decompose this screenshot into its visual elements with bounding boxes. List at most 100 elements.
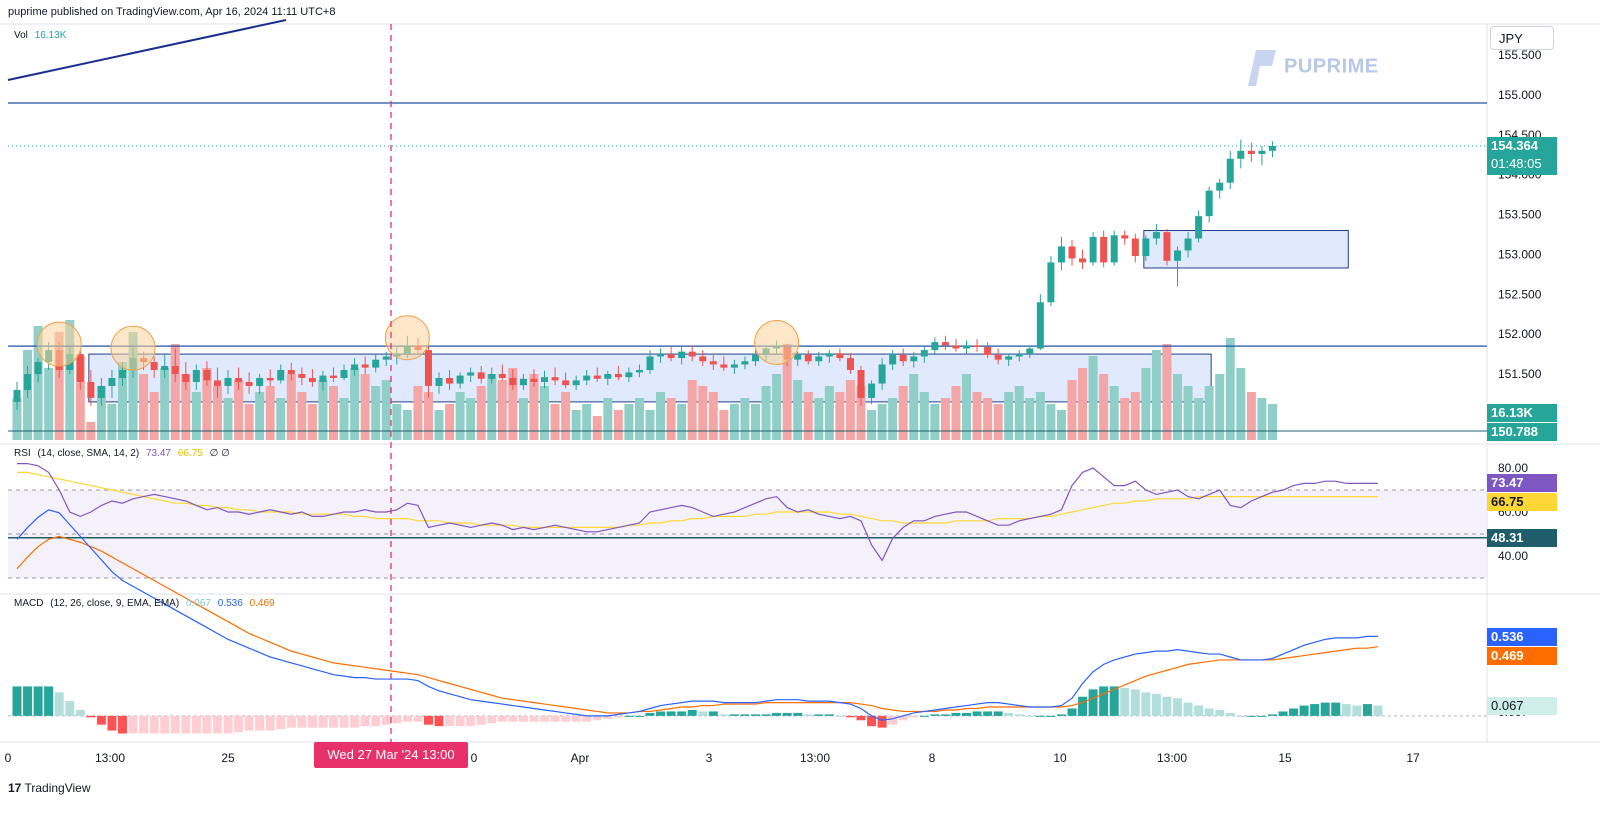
rsi-cross-tag: 48.31 [1487, 529, 1557, 547]
candle-body [530, 378, 538, 382]
macd-histogram-bar [255, 715, 265, 731]
highlight-circle [384, 315, 430, 361]
footer-brand: 17 TradingView [8, 781, 91, 795]
macd-histogram-bar [1099, 686, 1109, 716]
volume-bar [1109, 386, 1119, 440]
candle-body [97, 385, 105, 398]
volume-bar [339, 398, 349, 440]
macd-histogram-bar [687, 709, 697, 716]
candle-body [1163, 232, 1171, 261]
candle-body [730, 364, 738, 368]
macd-histogram-bar [1204, 708, 1214, 716]
macd-histogram-bar [65, 701, 75, 716]
macd-histogram-bar [23, 686, 33, 716]
macd-histogram-bar [1120, 687, 1130, 716]
rsi-ma-line [17, 471, 1378, 529]
volume-bar [476, 386, 486, 440]
rsi-axis-tick-label: 40.00 [1498, 549, 1528, 563]
time-axis-label: 8 [929, 751, 936, 765]
macd-histogram-bar [1141, 692, 1151, 716]
volume-bar [392, 404, 402, 440]
macd-legend[interactable]: MACD (12, 26, close, 9, EMA, EMA) 0.067 … [14, 598, 279, 609]
volume-bar [1130, 392, 1140, 440]
candle-body [277, 370, 285, 381]
volume-bar [803, 392, 813, 440]
candle-body [994, 354, 1002, 360]
macd-histogram-bar [12, 686, 22, 716]
tradingview-logo-icon: 17 [8, 781, 22, 795]
macd-histogram-bar [1246, 715, 1256, 717]
macd-histogram-bar [867, 715, 877, 727]
macd-histogram-bar [371, 715, 381, 727]
volume-bar [508, 368, 518, 440]
macd-histogram-bar [877, 715, 887, 728]
macd-histogram-bar [44, 686, 54, 716]
candle-body [24, 374, 32, 390]
volume-bar [867, 410, 877, 440]
time-axis-label: 15 [1278, 751, 1292, 765]
macd-histogram-bar [1078, 696, 1088, 716]
candle-body [667, 354, 675, 359]
volume-bar [983, 398, 993, 440]
volume-bar [223, 398, 233, 440]
volume-bar [687, 380, 697, 440]
candle-body [1205, 190, 1213, 217]
currency-selector[interactable]: JPY [1490, 26, 1554, 50]
volume-bar [877, 404, 887, 440]
candle-body [941, 342, 949, 346]
macd-histogram-bar [1362, 704, 1372, 716]
time-axis-label: 25 [221, 751, 235, 765]
volume-bar [65, 320, 75, 440]
volume-bar [940, 398, 950, 440]
volume-bar [1120, 398, 1130, 440]
brand-name: PUPRIME [1284, 55, 1379, 78]
price-axis-tick-label: 152.500 [1498, 287, 1542, 301]
volume-bar [951, 386, 961, 440]
volume-bar [719, 410, 729, 440]
macd-histogram-bar [54, 692, 64, 716]
candle-body [1110, 235, 1118, 263]
macd-histogram-bar [698, 711, 708, 716]
candle-body [931, 342, 939, 351]
candle-body [519, 378, 527, 386]
macd-histogram-bar [339, 715, 349, 728]
volume-bar [360, 374, 370, 440]
volume-bar [888, 398, 898, 440]
time-axis-label: 3 [706, 751, 713, 765]
macd-histogram-bar [128, 715, 138, 734]
candle-body [1216, 182, 1224, 191]
volume-bar [1099, 374, 1109, 440]
candle-body [1226, 158, 1234, 183]
volume-bar [1215, 374, 1225, 440]
candle-body [171, 366, 179, 374]
volume-bar [824, 386, 834, 440]
rsi-legend[interactable]: RSI (14, close, SMA, 14, 2) 73.47 66.75 … [14, 448, 234, 459]
macd-histogram-bar [888, 715, 898, 725]
volume-bar [286, 374, 296, 440]
signal-value-tag: 0.469 [1487, 647, 1557, 665]
candle-body [614, 374, 622, 378]
macd-histogram-bar [1056, 714, 1066, 716]
volume-bar [592, 416, 602, 440]
macd-histogram-bar [803, 714, 813, 716]
highlight-circle [36, 321, 82, 367]
macd-histogram-bar [392, 715, 402, 724]
volume-bar [1151, 350, 1161, 440]
macd-histogram-bar [1267, 714, 1277, 716]
candle-body [1152, 232, 1160, 239]
macd-histogram-bar [329, 715, 338, 728]
macd-histogram-bar [613, 715, 623, 718]
macd-histogram-bar [1035, 715, 1045, 717]
macd-histogram-bar [761, 714, 771, 716]
candle-body [1131, 238, 1139, 257]
volume-bar [1194, 398, 1204, 440]
candle-body [583, 375, 591, 381]
last-price-value: 154.364 [1491, 138, 1538, 153]
volume-bar [1162, 344, 1172, 440]
volume-bar [402, 410, 412, 440]
time-axis-label: 0 [5, 751, 12, 765]
macd-histogram-bar [529, 715, 539, 722]
macd-histogram-bar [244, 715, 254, 731]
macd-histogram-bar [350, 715, 360, 728]
